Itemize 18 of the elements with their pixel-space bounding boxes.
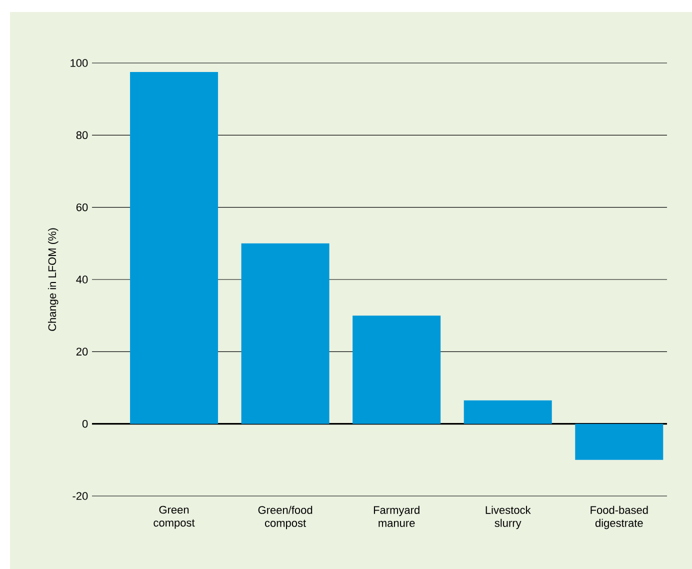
bar xyxy=(464,400,552,424)
bar xyxy=(352,316,441,424)
y-tick-label: 20 xyxy=(76,348,88,356)
y-tick-label: 60 xyxy=(76,203,88,212)
bar xyxy=(130,72,218,424)
x-tick-label: Livestock slurry xyxy=(486,506,531,530)
x-tick-label: Green compost xyxy=(154,506,195,529)
y-tick-label: 80 xyxy=(76,131,88,140)
y-tick-label: 100 xyxy=(70,59,88,67)
y-tick-label: -20 xyxy=(72,492,88,500)
x-tick-label: Green/food compost xyxy=(258,506,312,530)
bar xyxy=(575,424,664,460)
y-tick-label: 0 xyxy=(82,420,88,428)
x-tick-label: Food-based digestrate xyxy=(590,506,648,530)
y-tick-label: 40 xyxy=(76,276,88,284)
bar xyxy=(241,243,330,424)
x-tick-label: Farmyard manure xyxy=(374,506,420,527)
y-axis-title: Change in LFOM (%) xyxy=(48,228,58,331)
